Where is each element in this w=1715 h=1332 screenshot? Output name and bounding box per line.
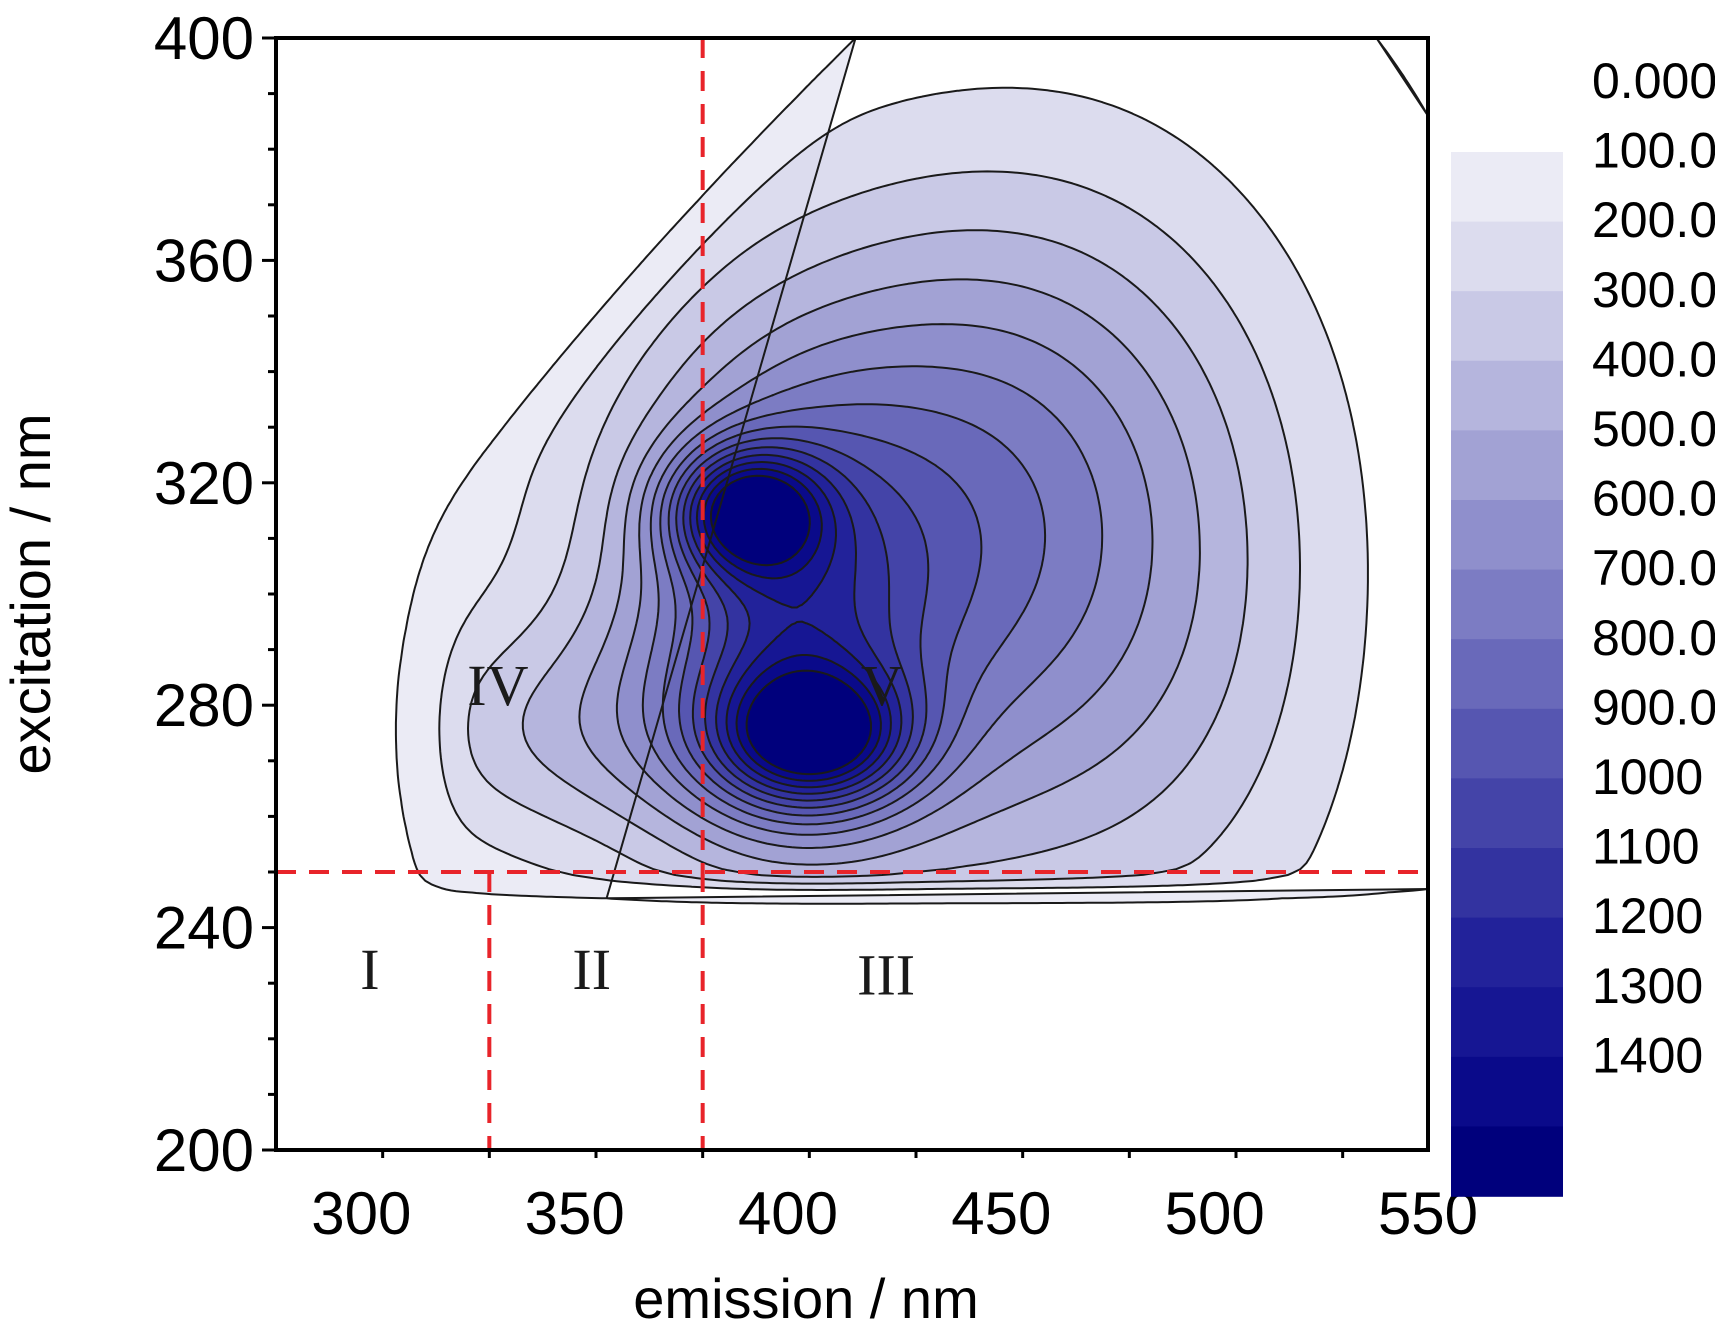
colorbar-label: 1200 [1592, 888, 1703, 944]
colorbar-label: 1000 [1592, 749, 1703, 805]
colorbar-label: 600.0 [1592, 471, 1715, 527]
colorbar-swatch [1451, 1126, 1563, 1197]
contour-line-100.0 [438, 86, 1369, 891]
colorbar-label: 400.0 [1592, 331, 1715, 387]
x-tick-label: 400 [738, 1180, 838, 1247]
contour-line-600.0 [641, 365, 1104, 836]
colorbar-label: 500.0 [1592, 401, 1715, 457]
colorbar-swatch [1451, 917, 1563, 988]
y-tick-label: 280 [154, 672, 254, 739]
y-tick-label: 400 [154, 5, 254, 72]
contour-line-400.0 [578, 278, 1201, 866]
colorbar-swatch [1451, 778, 1563, 849]
colorbar-swatch [1451, 500, 1563, 571]
x-axis: 300 350 400 450 500 550 [311, 1150, 1478, 1247]
colorbar-label: 900.0 [1592, 679, 1715, 735]
colorbar-swatch [1451, 848, 1563, 919]
colorbar-label: 300.0 [1592, 262, 1715, 318]
contour-line-1100 [689, 453, 903, 795]
y-tick-label: 200 [154, 1117, 254, 1184]
colorbar-swatch [1451, 987, 1563, 1058]
x-tick-label: 350 [525, 1180, 625, 1247]
x-tick-label: 500 [1165, 1180, 1265, 1247]
colorbar-swatch [1451, 221, 1563, 292]
colorbar-swatch [1451, 639, 1563, 710]
colorbar: 0.000 100.0 200.0 300.0 400.0 500.0 600.0 700.0… [1451, 53, 1715, 1197]
region-label-II: II [572, 937, 611, 1002]
colorbar-label: 1300 [1592, 958, 1703, 1014]
contour-line-900.0 [675, 437, 930, 809]
contour-line-1400 [709, 474, 872, 776]
y-axis-title: excitation / nm [0, 413, 62, 774]
colorbar-swatch [1451, 291, 1563, 362]
colorbar-label: 1400 [1592, 1027, 1703, 1083]
region-divider-lines [276, 38, 1428, 1150]
x-tick-label: 450 [951, 1180, 1051, 1247]
contour-line-800.0 [667, 425, 983, 817]
contour-line-700.0 [659, 403, 1047, 826]
colorbar-label: 800.0 [1592, 610, 1715, 666]
colorbar-swatch [1451, 1056, 1563, 1128]
region-label-V: V [861, 653, 903, 718]
contour-line-500.0 [615, 323, 1154, 849]
contour-fills [394, 38, 1428, 905]
colorbar-swatch [1451, 152, 1563, 223]
colorbar-swatch [1451, 430, 1563, 501]
colorbar-label: 100.0 [1592, 123, 1715, 179]
colorbar-label: 1100 [1592, 819, 1700, 875]
region-label-III: III [857, 942, 915, 1007]
colorbar-swatch [1451, 360, 1563, 432]
y-axis: 200 240 280 320 360 400 [154, 5, 276, 1184]
contour-line-1000 [682, 446, 914, 802]
contour-level-1400 [710, 475, 871, 775]
y-tick-label: 320 [154, 450, 254, 517]
colorbar-label: 700.0 [1592, 540, 1715, 596]
contour-line-200.0 [467, 170, 1301, 885]
contour-line-0.000 [394, 38, 1428, 905]
contour-line-300.0 [521, 229, 1249, 878]
colorbar-swatch [1451, 569, 1563, 640]
region-label-I: I [360, 937, 379, 1002]
region-label-IV: IV [467, 653, 528, 718]
contour-line-1200 [695, 461, 892, 789]
colorbar-swatch [1451, 708, 1563, 780]
contour-line-1300 [702, 467, 882, 782]
colorbar-label: 0.000 [1592, 53, 1715, 109]
x-tick-label: 300 [311, 1180, 411, 1247]
y-tick-label: 240 [154, 895, 254, 962]
colorbar-label: 200.0 [1592, 192, 1715, 248]
y-tick-label: 360 [154, 227, 254, 294]
x-axis-title: emission / nm [633, 1267, 978, 1330]
